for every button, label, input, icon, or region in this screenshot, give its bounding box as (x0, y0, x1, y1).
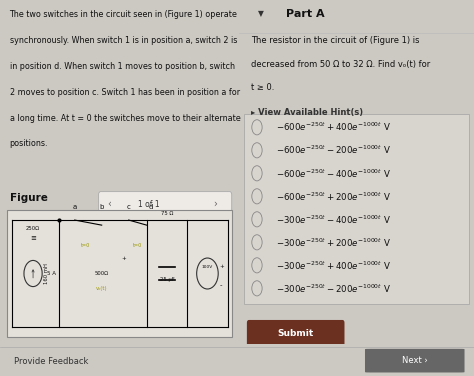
Text: t=0: t=0 (82, 243, 91, 248)
FancyBboxPatch shape (99, 192, 232, 216)
Text: a long time. At t = 0 the switches move to their alternate: a long time. At t = 0 the switches move … (9, 114, 240, 123)
Text: $-600e^{-250t} + 400e^{-1000t}$ V: $-600e^{-250t} + 400e^{-1000t}$ V (276, 121, 391, 133)
Text: 250Ω: 250Ω (26, 226, 40, 232)
Text: b: b (100, 204, 104, 210)
Text: d: d (149, 204, 154, 210)
Text: 25 μF: 25 μF (160, 277, 174, 282)
Text: Submit: Submit (278, 329, 314, 338)
Text: synchronously. When switch 1 is in position a, switch 2 is: synchronously. When switch 1 is in posit… (9, 36, 237, 45)
Text: 160 mH: 160 mH (44, 263, 49, 284)
Text: +: + (219, 264, 224, 269)
Text: in position d. When switch 1 moves to position b, switch: in position d. When switch 1 moves to po… (9, 62, 235, 71)
Text: Figure: Figure (9, 193, 47, 203)
Text: ›: › (213, 199, 218, 209)
Text: 5 A: 5 A (47, 271, 56, 276)
Text: The resistor in the circuit of (Figure 1) is: The resistor in the circuit of (Figure 1… (251, 36, 419, 45)
Text: decreased from 50 Ω to 32 Ω. Find vₒ(t) for: decreased from 50 Ω to 32 Ω. Find vₒ(t) … (251, 59, 430, 68)
Text: ▸ View Available Hint(s): ▸ View Available Hint(s) (251, 108, 363, 117)
Text: Next ›: Next › (402, 356, 428, 364)
FancyBboxPatch shape (7, 210, 232, 337)
FancyBboxPatch shape (247, 320, 345, 347)
Text: $-300e^{-250t} - 200e^{-1000t}$ V: $-300e^{-250t} - 200e^{-1000t}$ V (276, 282, 391, 294)
Text: $-300e^{-250t} + 200e^{-1000t}$ V: $-300e^{-250t} + 200e^{-1000t}$ V (276, 236, 391, 249)
Text: 1 of 1: 1 of 1 (137, 200, 159, 209)
Text: $-600e^{-250t} + 200e^{-1000t}$ V: $-600e^{-250t} + 200e^{-1000t}$ V (276, 190, 391, 203)
FancyBboxPatch shape (244, 114, 469, 305)
Text: $-600e^{-250t} - 200e^{-1000t}$ V: $-600e^{-250t} - 200e^{-1000t}$ V (276, 144, 391, 156)
Text: a: a (73, 204, 77, 210)
Text: 2 moves to position c. Switch 1 has been in position a for: 2 moves to position c. Switch 1 has been… (9, 88, 240, 97)
Text: t ≥ 0.: t ≥ 0. (251, 83, 274, 92)
Text: $-300e^{-250t} - 400e^{-1000t}$ V: $-300e^{-250t} - 400e^{-1000t}$ V (276, 213, 391, 226)
Text: c: c (127, 204, 131, 210)
Text: positions.: positions. (9, 139, 48, 149)
FancyBboxPatch shape (365, 349, 465, 373)
Text: -: - (219, 282, 222, 288)
Text: ≡: ≡ (30, 235, 36, 241)
Text: ▼: ▼ (258, 9, 264, 18)
Text: 500Ω: 500Ω (95, 271, 109, 276)
Text: 75 Ω: 75 Ω (161, 211, 173, 216)
Text: The two switches in the circuit seen in (Figure 1) operate: The two switches in the circuit seen in … (9, 10, 237, 19)
Text: $-600e^{-250t} - 400e^{-1000t}$ V: $-600e^{-250t} - 400e^{-1000t}$ V (276, 167, 391, 179)
Text: vₒ(t): vₒ(t) (96, 286, 108, 291)
Text: t=0: t=0 (133, 243, 142, 248)
Text: ‹: ‹ (107, 199, 111, 209)
Text: +: + (122, 256, 127, 261)
Text: 100V: 100V (202, 265, 213, 268)
Text: Part A: Part A (286, 9, 325, 18)
Text: Provide Feedback: Provide Feedback (14, 357, 89, 366)
Text: $-300e^{-250t} + 400e^{-1000t}$ V: $-300e^{-250t} + 400e^{-1000t}$ V (276, 259, 391, 271)
